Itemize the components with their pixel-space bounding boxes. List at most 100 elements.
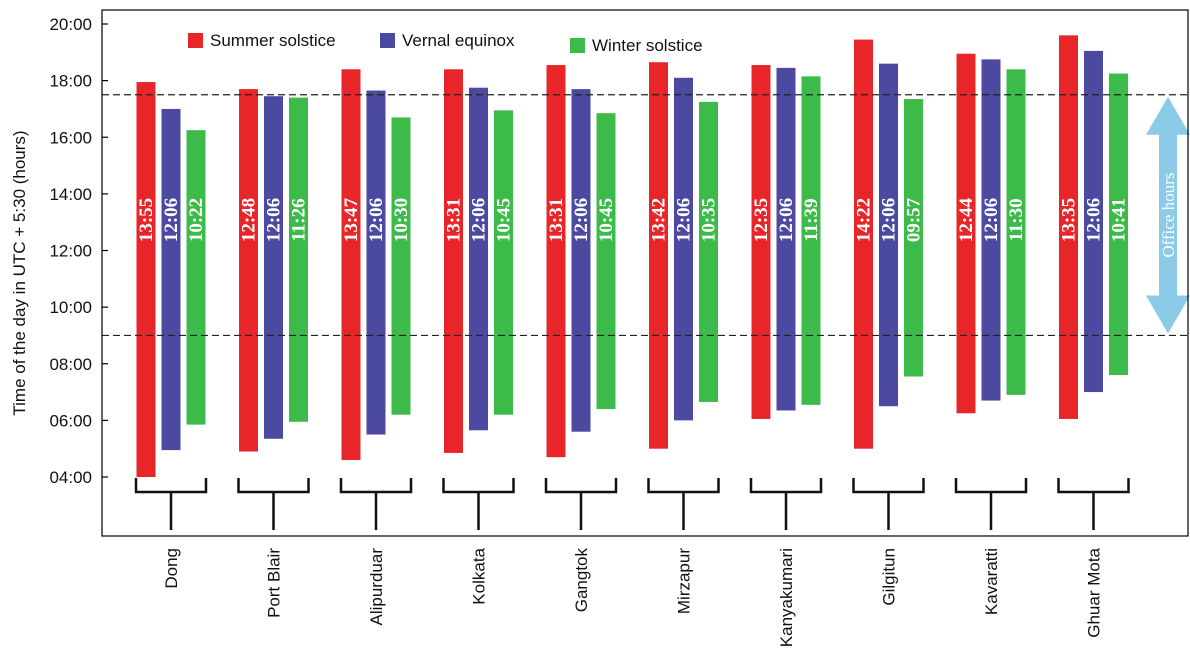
y-tick-label: 20:00 — [49, 15, 92, 34]
bar — [904, 99, 923, 377]
category-label: Kolkata — [470, 547, 489, 604]
bar-data-label: 10:41 — [1109, 198, 1130, 242]
y-ticks: 04:00 06:00 08:00 10:00 12:00 14:00 16:00 18:00… — [49, 15, 108, 487]
category-labels: Dong Port Blair Alipurduar Kolkata Gangtok Mi… — [162, 547, 1104, 647]
location-bracket — [1057, 478, 1130, 530]
office-hours-arrow — [1146, 96, 1190, 334]
legend-label: Vernal equinox — [402, 31, 515, 50]
category-label: Gilgitun — [880, 548, 899, 606]
y-tick-label: 08:00 — [49, 355, 92, 374]
category-label: Port Blair — [265, 548, 284, 618]
bar — [801, 76, 821, 405]
category-label: Alipurduar — [367, 548, 386, 626]
y-tick-label: 16:00 — [49, 128, 92, 147]
bar-data-label: 13:31 — [444, 198, 465, 242]
bar — [546, 65, 566, 458]
bar — [649, 62, 668, 449]
bar-data-label: 11:39 — [801, 198, 822, 241]
y-tick-label: 10:00 — [49, 298, 92, 317]
bar-data-label: 12:44 — [956, 197, 977, 242]
bar-data-label: 10:30 — [391, 198, 412, 242]
location-brackets — [134, 478, 1130, 530]
plot-frame — [101, 9, 1189, 537]
bar — [469, 87, 488, 431]
bar-data-label: 12:06 — [571, 198, 592, 242]
category-label: Dong — [162, 548, 181, 589]
bar-data-label: 13:35 — [1059, 198, 1080, 242]
reference-lines — [102, 94, 1188, 337]
legend-swatch — [188, 33, 203, 48]
bar-data-label: 10:45 — [596, 198, 617, 242]
bar-data-label: 13:55 — [136, 198, 157, 242]
bar-data-label: 12:06 — [366, 198, 387, 242]
bar — [1084, 50, 1103, 393]
bar — [289, 97, 308, 422]
bar — [596, 113, 616, 410]
bar — [444, 69, 463, 453]
bar — [854, 39, 873, 449]
bar — [239, 89, 258, 452]
bar — [494, 110, 513, 415]
location-bracket — [237, 478, 310, 530]
location-bracket — [339, 478, 413, 530]
bar-data-label: 11:30 — [1006, 198, 1027, 241]
office-hours-label: Office hours — [1159, 173, 1178, 258]
location-bracket — [544, 478, 618, 530]
bar-data-label: 12:06 — [674, 198, 695, 242]
bar — [1109, 73, 1128, 376]
category-label: Mirzapur — [675, 548, 694, 614]
location-bracket — [749, 478, 823, 530]
bar-data-label: 13:42 — [649, 198, 670, 242]
y-tick-label: 18:00 — [49, 72, 92, 91]
location-bracket — [442, 478, 515, 530]
bar — [1006, 69, 1026, 395]
bar — [699, 101, 718, 402]
bar-data-label: 12:06 — [1084, 198, 1105, 242]
bar — [751, 65, 771, 419]
category-label: Ghuar Mota — [1085, 547, 1104, 637]
bar-data-label: 12:06 — [161, 198, 182, 242]
bar-data-label: 12:06 — [776, 198, 797, 242]
category-label: Gangtok — [572, 548, 591, 613]
bar — [136, 82, 156, 478]
axes — [101, 9, 1189, 537]
bar — [879, 63, 898, 407]
location-bracket — [852, 478, 925, 530]
y-axis-label: Time of the day in UTC + 5:30 (hours) — [10, 130, 29, 415]
legend-label: Winter solstice — [592, 36, 703, 55]
y-tick-label: 14:00 — [49, 185, 92, 204]
bar — [341, 69, 361, 461]
location-bracket — [647, 478, 720, 530]
bar — [981, 59, 1001, 401]
bar-data-label: 12:06 — [879, 198, 900, 242]
bar-data-label: 12:35 — [751, 198, 772, 242]
bar-data-label: 12:06 — [981, 198, 1002, 242]
office-hours-annotation: Office hours — [1146, 96, 1190, 334]
bar-data-label: 10:22 — [186, 198, 207, 242]
bar — [186, 130, 206, 425]
location-bracket — [134, 478, 208, 530]
bar — [956, 53, 976, 414]
bar — [366, 90, 386, 435]
category-label: Kanyakumari — [777, 548, 796, 647]
bar — [776, 67, 796, 411]
bar-data-label: 12:48 — [239, 198, 260, 242]
y-tick-label: 12:00 — [49, 242, 92, 261]
bar-data-label: 12:06 — [469, 198, 490, 242]
y-tick-label: 06:00 — [49, 411, 92, 430]
bar-data-label: 13:31 — [546, 198, 567, 242]
bar — [264, 96, 283, 439]
bar-data-label: 11:26 — [289, 198, 310, 241]
legend-swatch — [570, 38, 585, 53]
bar — [1059, 35, 1078, 419]
bar-data-label: 09:57 — [904, 197, 925, 242]
category-label: Kavaratti — [982, 548, 1001, 615]
legend-label: Summer solstice — [210, 31, 336, 50]
bar — [391, 117, 411, 415]
legend-swatch — [380, 33, 395, 48]
bar-data-label: 12:06 — [264, 198, 285, 242]
bar-data-label: 14:22 — [854, 198, 875, 242]
bar — [674, 77, 693, 421]
bar-data-label: 10:35 — [699, 198, 720, 242]
